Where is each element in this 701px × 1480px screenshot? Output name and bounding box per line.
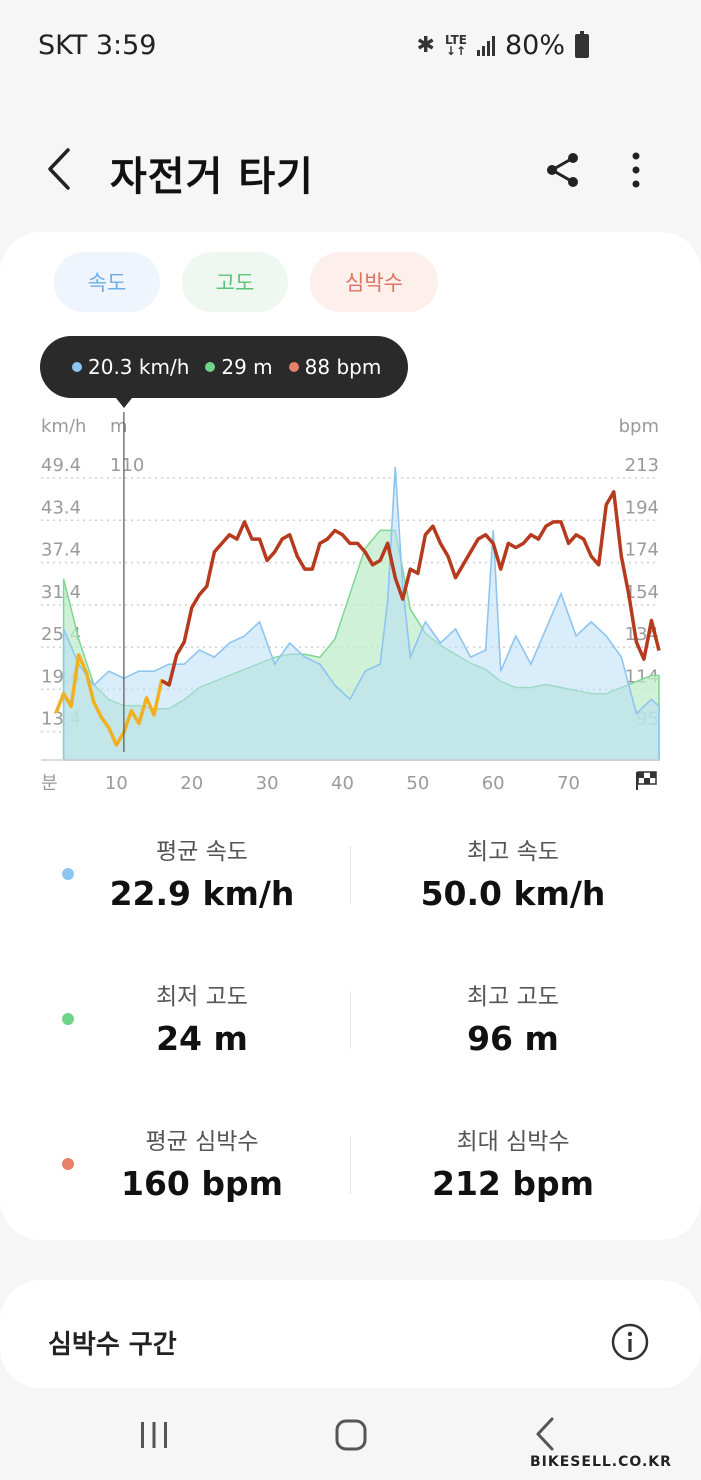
left-tick-label: 49.4 — [41, 455, 81, 476]
page-title: 자전거 타기 — [110, 154, 314, 200]
workout-chart[interactable]: km/h m bpm49.443.437.431.425.419.413.42131… — [0, 412, 701, 812]
heart-rate-line — [160, 490, 661, 687]
altitude-stats-row: 최저 고도 24 m 최고 고도 96 m — [0, 977, 701, 1077]
max-altitude-stat: 최고 고도 96 m — [363, 977, 663, 1058]
mid-tick-label: 110 — [110, 455, 144, 476]
min-altitude-stat: 최저 고도 24 m — [52, 977, 352, 1058]
left-tick-label: 37.4 — [41, 540, 81, 561]
max-speed-value: 50.0 km/h — [420, 874, 606, 913]
bluetooth-icon: ✱ — [416, 33, 435, 58]
battery-icon — [575, 30, 589, 58]
x-tick-label: 40 — [331, 773, 354, 794]
max-speed-stat: 최고 속도 50.0 km/h — [363, 832, 663, 913]
avg-speed-stat: 평균 속도 22.9 km/h — [52, 832, 352, 913]
heart-rate-zones-card[interactable]: 심박수 구간 — [0, 1280, 701, 1388]
speed-dot — [72, 362, 82, 372]
avg-hr-stat: 평균 심박수 160 bpm — [52, 1122, 352, 1203]
chip-altitude[interactable]: 고도 — [182, 252, 288, 312]
carrier-time: SKT 3:59 — [38, 30, 157, 61]
chart-tooltip: 20.3 km/h 29 m 88 bpm — [40, 336, 408, 408]
right-tick-label: 194 — [625, 497, 659, 518]
zones-card-label: 심박수 구간 — [48, 1330, 177, 1360]
lte-icon: LTE ↓↑ — [444, 32, 467, 58]
speed-bullet — [62, 868, 74, 880]
x-tick-label: 30 — [256, 773, 279, 794]
avg-speed-value: 22.9 km/h — [109, 874, 295, 913]
heart-rate-line-low — [54, 653, 170, 747]
altitude-dot — [205, 362, 216, 372]
divider — [350, 846, 351, 904]
max-hr-value: 212 bpm — [431, 1164, 594, 1203]
max-hr-stat: 최대 심박수 212 bpm — [363, 1122, 663, 1203]
right-tick-label: 174 — [625, 540, 659, 561]
right-tick-label: 213 — [625, 455, 659, 476]
right-axis-unit: bpm — [619, 416, 659, 437]
heart-rate-bullet — [62, 1158, 74, 1170]
tooltip-heart-rate: 88 bpm — [288, 355, 381, 379]
x-tick-label: 60 — [482, 773, 505, 794]
app-header: 자전거 타기 — [0, 130, 701, 210]
mid-axis-unit: m — [110, 416, 128, 437]
more-options-icon[interactable] — [620, 150, 652, 190]
left-tick-label: 43.4 — [41, 497, 81, 518]
altitude-bullet — [62, 1013, 74, 1025]
home-icon[interactable] — [334, 1418, 368, 1452]
x-tick-label: 50 — [406, 773, 429, 794]
info-icon[interactable] — [610, 1322, 650, 1362]
right-tick-label: 154 — [625, 582, 659, 603]
max-speed-label: 최고 속도 — [467, 839, 559, 865]
tooltip-speed: 20.3 km/h — [72, 355, 189, 379]
x-tick-label: 20 — [180, 773, 203, 794]
divider — [350, 991, 351, 1049]
battery-percent: 80% — [504, 30, 565, 61]
divider — [350, 1136, 351, 1194]
speed-area — [62, 466, 660, 761]
avg-speed-label: 평균 속도 — [156, 839, 248, 865]
metric-chips: 속도 고도 심박수 — [54, 252, 438, 312]
finish-flag-icon — [636, 771, 657, 790]
heart-rate-dot — [288, 362, 299, 372]
status-icons: ✱ LTE ↓↑ 80% — [416, 30, 589, 61]
speed-stats-row: 평균 속도 22.9 km/h 최고 속도 50.0 km/h — [0, 832, 701, 932]
chip-heart-rate[interactable]: 심박수 — [310, 252, 438, 312]
max-altitude-label: 최고 고도 — [467, 984, 559, 1010]
tooltip-altitude: 29 m — [205, 355, 273, 379]
watermark: BIKESELL.CO.KR — [530, 1454, 672, 1470]
share-icon[interactable] — [543, 150, 583, 190]
back-icon[interactable] — [40, 144, 80, 194]
max-hr-label: 최대 심박수 — [456, 1129, 570, 1155]
avg-hr-label: 평균 심박수 — [145, 1129, 259, 1155]
heart-rate-stats-row: 평균 심박수 160 bpm 최대 심박수 212 bpm — [0, 1122, 701, 1222]
x-axis-start-label: 분 — [41, 773, 58, 794]
navigation-bar — [0, 1398, 701, 1480]
x-tick-label: 70 — [557, 773, 580, 794]
x-tick-label: 10 — [105, 773, 128, 794]
recent-apps-icon[interactable] — [138, 1420, 170, 1450]
nav-back-icon[interactable] — [534, 1416, 556, 1452]
avg-hr-value: 160 bpm — [120, 1164, 283, 1203]
workout-chart-card: 속도 고도 심박수 20.3 km/h 29 m 88 bpm km/h m bpm… — [0, 232, 701, 1240]
left-tick-label: 31.4 — [41, 582, 81, 603]
status-bar: SKT 3:59 ✱ LTE ↓↑ 80% — [0, 0, 701, 92]
min-altitude-label: 최저 고도 — [156, 984, 248, 1010]
max-altitude-value: 96 m — [467, 1019, 559, 1058]
min-altitude-value: 24 m — [156, 1019, 248, 1058]
chip-speed[interactable]: 속도 — [54, 252, 160, 312]
left-axis-unit: km/h — [41, 416, 86, 437]
signal-icon — [476, 35, 495, 56]
